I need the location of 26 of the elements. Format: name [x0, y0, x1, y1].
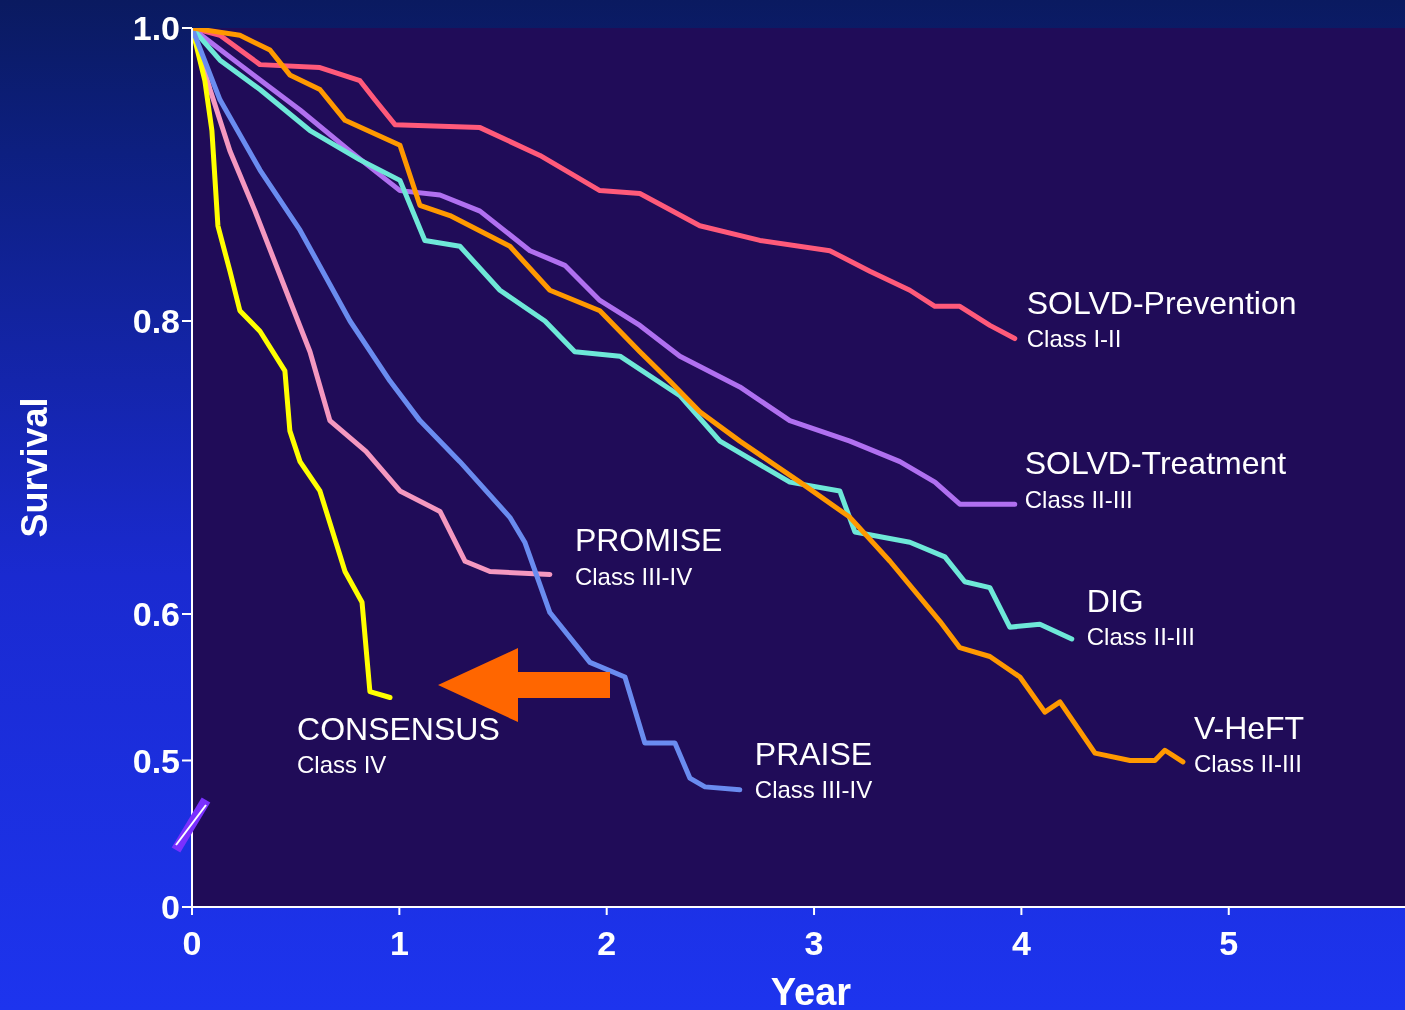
series-label: V-HeFT	[1193, 709, 1305, 746]
series-label: SOLVD-Prevention	[1026, 284, 1297, 321]
x-tick-label: 3	[804, 924, 824, 962]
series-label: PRAISE	[754, 735, 873, 772]
x-axis-title: Year	[770, 971, 852, 1010]
y-axis-title: Survival	[13, 397, 55, 538]
y-tick-label: 1.0	[132, 9, 180, 47]
series-label: CONSENSUS	[297, 710, 500, 747]
annotation: Class III-IV	[754, 776, 873, 804]
annotation: Class II-III	[1193, 750, 1302, 778]
series-label: DIG	[1086, 582, 1144, 619]
y-tick-label: 0.8	[132, 302, 180, 340]
x-tick-label: 2	[597, 924, 617, 962]
annotation: Class II-III	[1086, 623, 1195, 651]
annotation: Class II-III	[1024, 485, 1133, 513]
annotation: Class IV	[297, 751, 387, 779]
series-label: SOLVD-Treatment	[1024, 445, 1287, 482]
annotation: Class I-II	[1026, 325, 1122, 353]
y-tick-label: 0.6	[132, 595, 180, 633]
x-tick-label: 4	[1011, 924, 1031, 962]
y-tick-label: 0	[161, 888, 180, 926]
series-label: PROMISE	[574, 522, 723, 559]
x-tick-label: 5	[1219, 924, 1239, 962]
annotation: Class III-IV	[574, 562, 693, 590]
x-tick-label: 1	[389, 924, 409, 962]
y-tick-label: 0.5	[132, 741, 180, 780]
